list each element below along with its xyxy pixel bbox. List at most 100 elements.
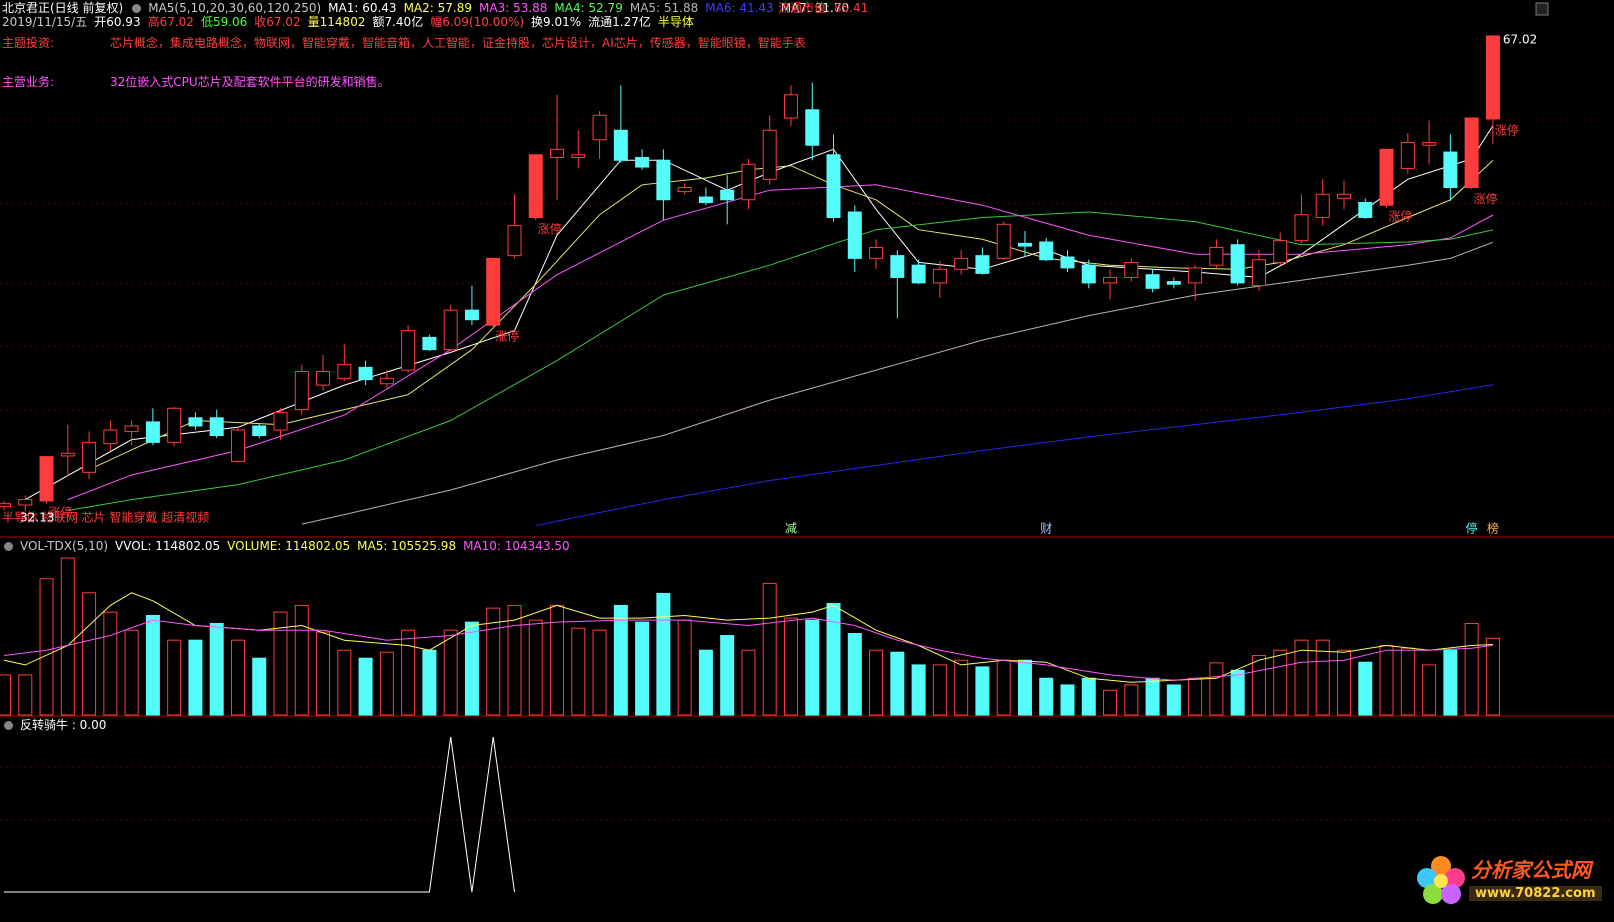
volume-bar	[1443, 649, 1458, 716]
concept-tags: 半导体 物联网 芯片 智能穿戴 超清视频	[2, 510, 209, 525]
volume-bar	[273, 611, 288, 716]
volume-bar	[975, 666, 990, 716]
candle-body	[762, 129, 777, 180]
candle-body	[358, 366, 373, 381]
ma-line	[67, 184, 1494, 501]
volume-bar	[1485, 637, 1500, 716]
volume-bar	[656, 592, 671, 716]
quote-item: 幅6.09(10.00%)	[430, 15, 525, 29]
volume-bar	[1209, 662, 1224, 716]
volume-bar	[209, 622, 224, 716]
candle-body	[1230, 244, 1245, 284]
business-text: 32位嵌入式CPU芯片及配套软件平台的研发和销售。	[110, 75, 390, 89]
limit-up-label: 涨停	[49, 504, 73, 519]
candle-body	[188, 417, 203, 427]
window-button[interactable]	[1535, 2, 1549, 16]
volume-bar	[188, 639, 203, 716]
candle-body	[1400, 142, 1415, 169]
candle-body	[656, 159, 671, 201]
candle-body	[60, 452, 75, 457]
candle-body	[783, 94, 798, 119]
volume-bar	[741, 649, 756, 716]
quote-item: 低59.06	[200, 15, 248, 29]
candle-body	[1145, 274, 1160, 289]
candle-body	[1273, 240, 1288, 263]
candle-body	[1422, 142, 1437, 146]
volume-bar	[635, 621, 650, 716]
volume-bar	[337, 649, 352, 716]
volume-bar	[60, 557, 75, 716]
volume-bar	[1039, 677, 1054, 716]
event-marker: 减	[785, 522, 797, 536]
volume-readout: MA10: 104343.50	[463, 539, 570, 553]
candle-body	[39, 456, 54, 502]
candle-body	[209, 417, 224, 437]
candle-body	[1209, 246, 1224, 266]
volume-readout: VVOL: 114802.05	[115, 539, 221, 553]
candle-body	[82, 441, 97, 473]
ma-readout: MA2: 57.89	[403, 1, 472, 15]
volume-bar	[401, 629, 416, 716]
volume-bar	[1017, 659, 1032, 716]
volume-bar	[996, 659, 1011, 716]
candle-body	[1337, 193, 1352, 199]
candle-body	[528, 154, 543, 218]
volume-bar	[1166, 684, 1181, 716]
ma-readout: MA3: 53.88	[479, 1, 548, 15]
candle-body	[0, 503, 11, 507]
volume-bar	[720, 635, 735, 716]
candle-body	[443, 309, 458, 351]
limit-up-label: 涨停	[1474, 191, 1498, 206]
volume-bar	[1294, 639, 1309, 716]
ma-readout: MA1: 60.43	[328, 1, 397, 15]
candle-body	[252, 425, 267, 437]
volume-bar	[1422, 664, 1437, 716]
candle-body	[401, 330, 416, 371]
volume-bar	[18, 674, 33, 716]
volume-bar	[613, 604, 628, 716]
candle-body	[1443, 151, 1458, 188]
ma-line	[3, 617, 1493, 681]
candle-body	[613, 129, 628, 161]
volume-bar	[358, 657, 373, 716]
ma-line	[25, 125, 1494, 501]
candle-body	[1103, 276, 1118, 284]
candle-body	[1358, 201, 1373, 218]
volume-bar	[1337, 649, 1352, 716]
ma-line	[535, 384, 1493, 526]
volume-bar	[1124, 684, 1139, 716]
candle-body	[316, 370, 331, 386]
volume-bar	[571, 627, 586, 716]
volume-bar	[443, 629, 458, 716]
volume-bar	[911, 664, 926, 716]
volume-bar	[124, 629, 139, 716]
ma-readout: MA6: 41.43	[705, 1, 774, 15]
volume-bar	[826, 602, 841, 716]
limit-up-label: 涨停	[495, 329, 519, 344]
icon	[132, 4, 142, 13]
volume-bar	[1230, 669, 1245, 716]
candle-body	[422, 336, 437, 351]
candle-body	[294, 370, 309, 411]
limit-up-label: 涨停	[1389, 209, 1413, 224]
volume-bar	[379, 651, 394, 716]
candle-body	[1464, 117, 1479, 188]
candle-body	[869, 246, 884, 259]
volume-bar	[1251, 655, 1266, 716]
event-marker: 财	[1040, 522, 1052, 536]
limit-up-label: 涨停	[538, 221, 562, 236]
quote-item: 流通1.27亿	[588, 15, 651, 29]
decor-grid	[0, 119, 1614, 821]
candle-body	[1315, 193, 1330, 218]
indicator-header: 反转骑牛 : 0.00	[20, 718, 107, 732]
icon	[4, 542, 13, 551]
volume-bar	[507, 604, 522, 716]
stock-title: 北京君正(日线 前复权)	[2, 1, 124, 15]
candle-body	[167, 407, 182, 443]
volume-bar	[932, 664, 947, 716]
candle-body	[486, 257, 501, 326]
watermark-logo	[1417, 856, 1465, 904]
quote-item: 收67.02	[254, 15, 301, 29]
volume-bar	[1188, 677, 1203, 716]
